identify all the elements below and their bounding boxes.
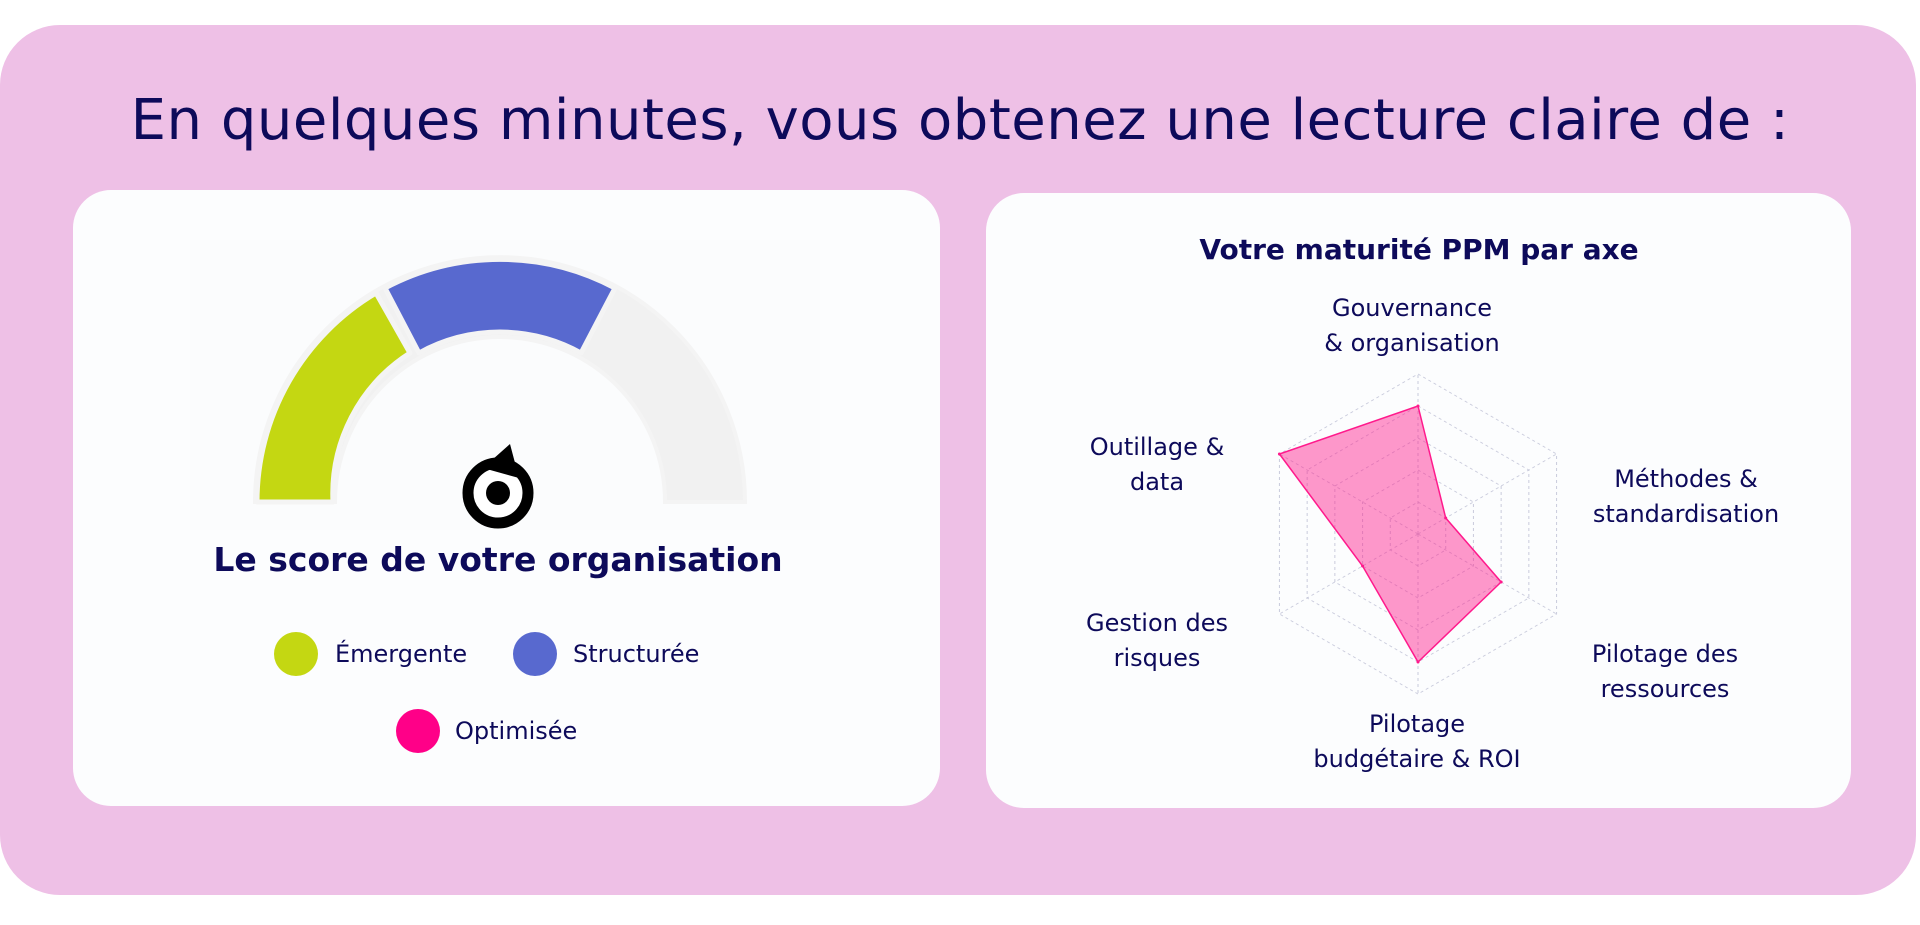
score-gauge xyxy=(190,240,820,530)
legend-dot-structuree xyxy=(513,632,557,676)
score-card: Le score de votre organisation Émergente… xyxy=(73,190,940,806)
axis-label-ressources: Pilotage des ressources xyxy=(1591,640,1739,703)
radar-series-area xyxy=(1278,405,1503,664)
gauge-segment-structuree xyxy=(382,256,618,356)
radar-point xyxy=(1444,516,1448,520)
legend-label-structuree: Structurée xyxy=(573,640,700,668)
radar-point xyxy=(1499,580,1503,584)
radar-point xyxy=(1416,404,1420,408)
radar-chart xyxy=(1277,373,1558,695)
axis-label-gouvernance: Gouvernance & organisation xyxy=(1324,294,1500,357)
radar-grid-ring xyxy=(1362,469,1474,599)
radar-axis-line xyxy=(1279,533,1419,615)
legend-label-emergente: Émergente xyxy=(335,640,468,668)
axis-label-budget: Pilotage budgétaire & ROI xyxy=(1313,710,1521,773)
axis-label-risques: Gestion des risques xyxy=(1086,609,1228,672)
radar-axis-line xyxy=(1279,453,1419,535)
radar-axis-line xyxy=(1417,453,1557,535)
legend-dot-emergente xyxy=(274,632,318,676)
axis-label-outillage: Outillage & data xyxy=(1089,433,1225,496)
radar-card: Votre maturité PPM par axe Gouvernance & … xyxy=(986,193,1851,808)
radar-point xyxy=(1416,660,1420,664)
gauge-segment-emergente xyxy=(254,290,413,505)
legend-dot-optimisee xyxy=(396,709,440,753)
page-heading: En quelques minutes, vous obtenez une le… xyxy=(130,88,1790,153)
legend-label-optimisee: Optimisée xyxy=(455,717,578,745)
radar-axis-line xyxy=(1417,533,1557,615)
score-title: Le score de votre organisation xyxy=(213,540,783,579)
radar-title: Votre maturité PPM par axe xyxy=(1199,233,1639,266)
axis-label-methodes: Méthodes & standardisation xyxy=(1592,465,1780,528)
gauge-needle-icon xyxy=(462,444,534,529)
radar-point xyxy=(1277,452,1281,456)
radar-point xyxy=(1361,564,1365,568)
